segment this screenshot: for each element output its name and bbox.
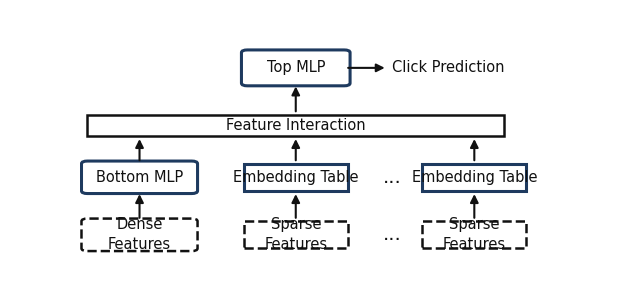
Text: ...: ...	[383, 168, 402, 187]
Text: Embedding Table: Embedding Table	[412, 170, 537, 185]
FancyBboxPatch shape	[88, 115, 504, 136]
Text: Click Prediction: Click Prediction	[392, 60, 505, 75]
Text: Dense
Features: Dense Features	[108, 217, 171, 252]
Text: Feature Interaction: Feature Interaction	[226, 118, 365, 133]
FancyBboxPatch shape	[81, 161, 198, 194]
Text: Bottom MLP: Bottom MLP	[96, 170, 183, 185]
Text: Embedding Table: Embedding Table	[233, 170, 358, 185]
FancyBboxPatch shape	[244, 164, 348, 191]
FancyBboxPatch shape	[422, 164, 527, 191]
Text: Sparse
Features: Sparse Features	[264, 217, 327, 252]
Text: ...: ...	[383, 225, 402, 244]
FancyBboxPatch shape	[244, 221, 348, 248]
FancyBboxPatch shape	[422, 221, 527, 248]
FancyBboxPatch shape	[81, 219, 198, 251]
FancyBboxPatch shape	[241, 50, 350, 86]
Text: Sparse
Features: Sparse Features	[443, 217, 506, 252]
Text: Top MLP: Top MLP	[266, 60, 325, 75]
